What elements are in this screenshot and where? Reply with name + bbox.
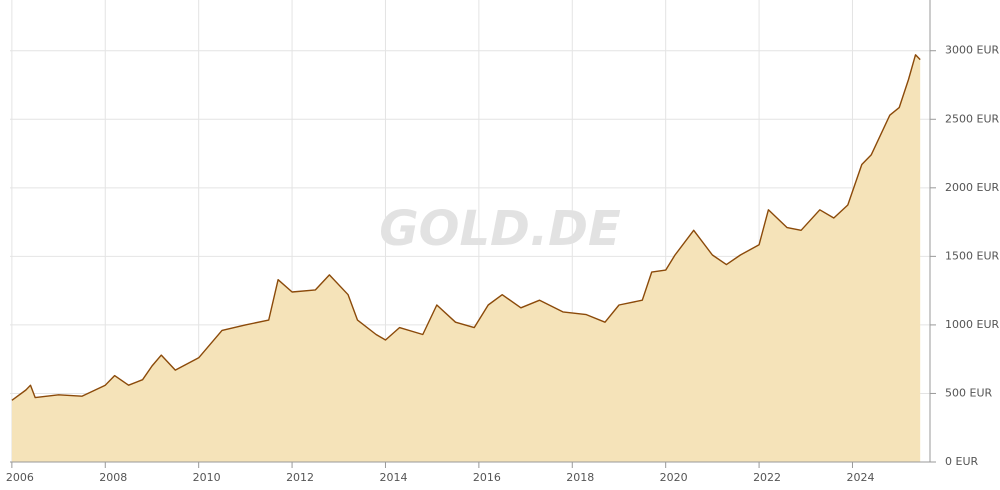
y-tick-label: 1000 EUR [945, 318, 999, 331]
x-tick-label: 2010 [193, 471, 221, 484]
y-tick-label: 2500 EUR [945, 112, 999, 125]
y-tick-label: 500 EUR [945, 386, 992, 399]
x-tick-label: 2016 [473, 471, 501, 484]
x-tick-label: 2022 [753, 471, 781, 484]
area-fill [11, 54, 921, 463]
y-tick-label: 2000 EUR [945, 181, 999, 194]
x-tick-label: 2014 [379, 471, 407, 484]
price-line [11, 54, 921, 401]
x-tick-label: 2008 [99, 471, 127, 484]
x-tick-label: 2006 [6, 471, 34, 484]
x-tick-label: 2012 [286, 471, 314, 484]
y-tick-label: 3000 EUR [945, 44, 999, 57]
y-tick-label: 0 EUR [945, 455, 978, 468]
y-tick-label: 1500 EUR [945, 249, 999, 262]
x-tick-label: 2018 [566, 471, 594, 484]
x-tick-label: 2024 [846, 471, 874, 484]
watermark: GOLD.DE [379, 201, 621, 257]
x-tick-label: 2020 [660, 471, 688, 484]
